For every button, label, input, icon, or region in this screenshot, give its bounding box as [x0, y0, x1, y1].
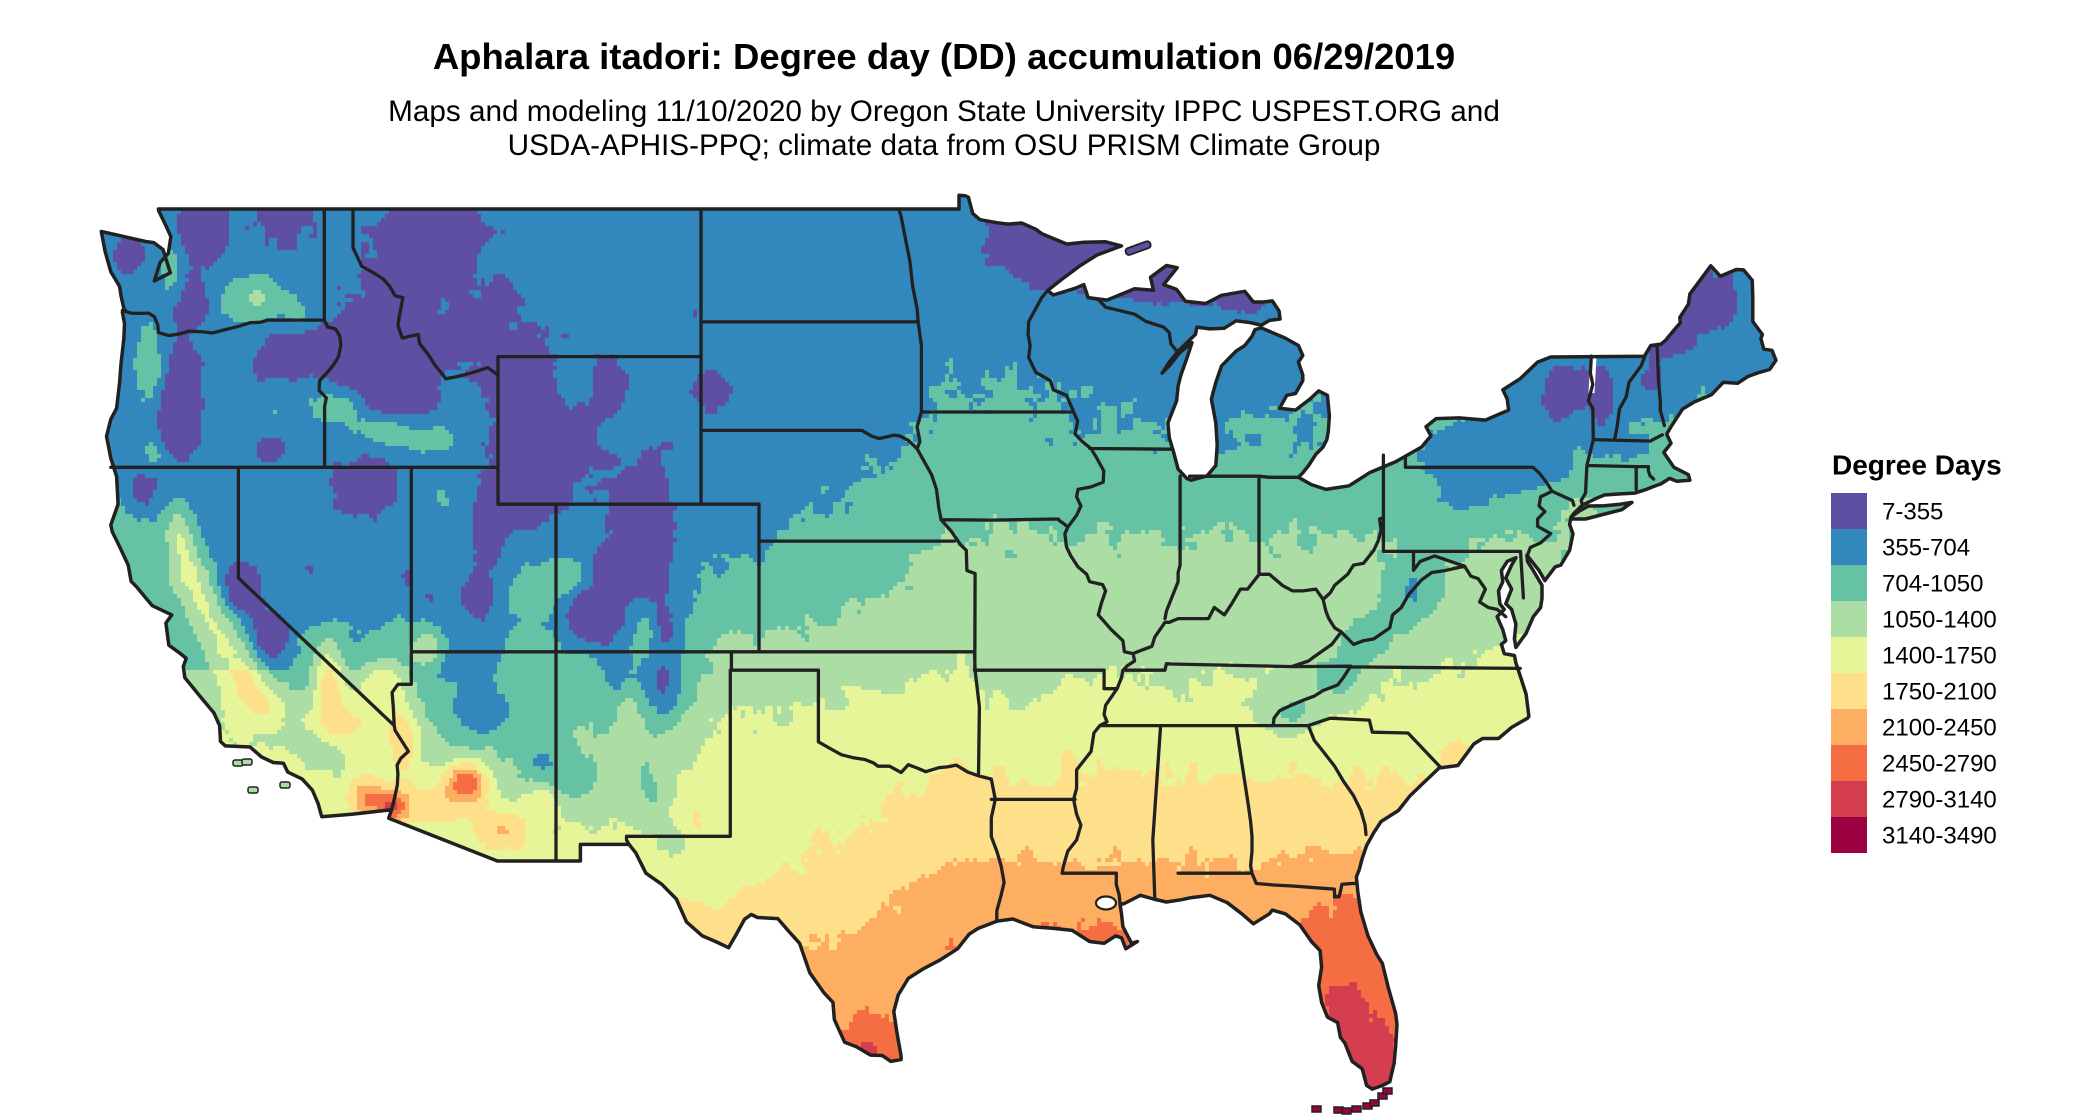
svg-text:Maps and modeling 11/10/2020 b: Maps and modeling 11/10/2020 by Oregon S… — [388, 95, 1500, 128]
svg-text:Aphalara itadori: Degree day (: Aphalara itadori: Degree day (DD) accumu… — [433, 36, 1455, 77]
svg-text:2450-2790: 2450-2790 — [1882, 751, 1997, 778]
svg-text:2100-2450: 2100-2450 — [1882, 715, 1997, 742]
svg-text:1050-1400: 1050-1400 — [1882, 607, 1997, 634]
svg-text:704-1050: 704-1050 — [1882, 571, 1983, 598]
svg-text:1750-2100: 1750-2100 — [1882, 679, 1997, 706]
svg-text:355-704: 355-704 — [1882, 535, 1970, 562]
svg-text:3140-3490: 3140-3490 — [1882, 823, 1997, 850]
svg-text:1400-1750: 1400-1750 — [1882, 643, 1997, 670]
svg-text:7-355: 7-355 — [1882, 499, 1943, 526]
svg-text:2790-3140: 2790-3140 — [1882, 787, 1997, 814]
svg-text:Degree Days: Degree Days — [1832, 450, 2002, 481]
svg-text:USDA-APHIS-PPQ; climate data f: USDA-APHIS-PPQ; climate data from OSU PR… — [508, 129, 1381, 162]
